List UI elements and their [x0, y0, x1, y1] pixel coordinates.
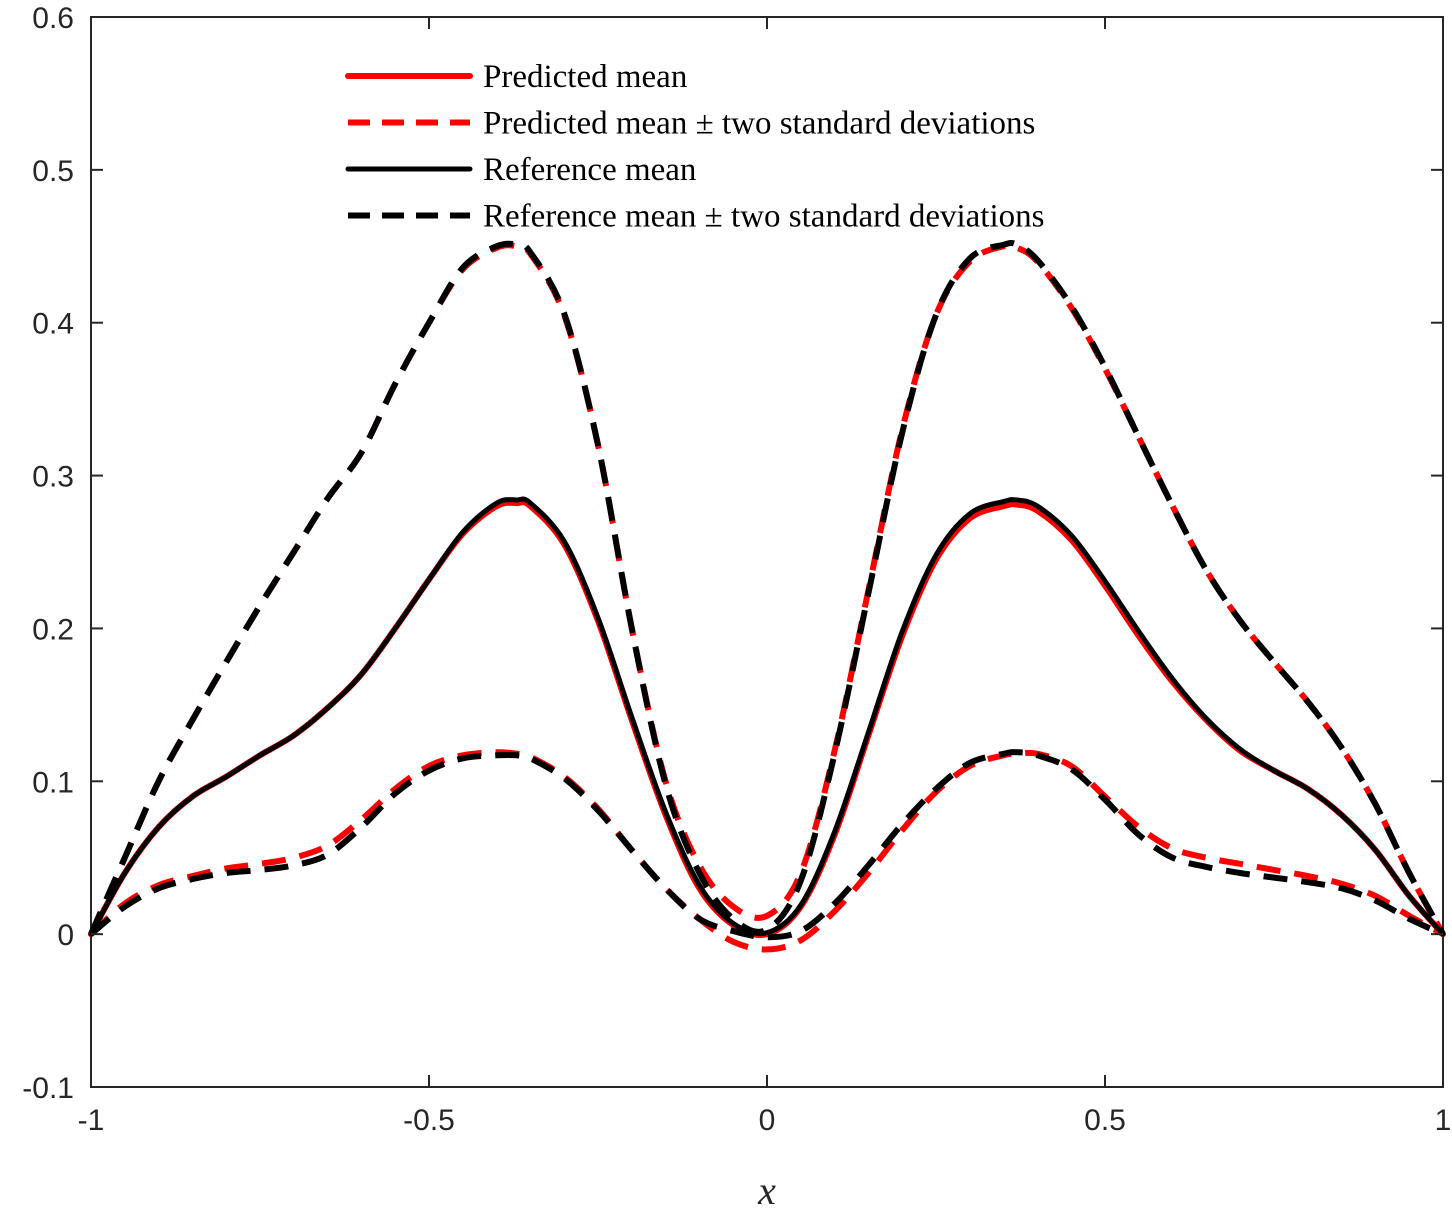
- legend: Predicted mean Predicted mean ± two stand…: [345, 59, 1044, 235]
- y-tick-label: 0.4: [32, 308, 74, 341]
- y-tick-label: 0.1: [32, 766, 74, 799]
- y-tick-label: 0.5: [32, 155, 74, 188]
- x-tick-label: 0.5: [1084, 1104, 1126, 1137]
- legend-label-4: Reference mean ± two standard deviations: [483, 199, 1044, 235]
- legend-label-1: Predicted mean: [483, 59, 687, 95]
- x-axis-label: x: [757, 1168, 776, 1213]
- x-tick-label: -1: [78, 1104, 105, 1137]
- series-line-3: [88, 496, 1446, 937]
- y-tick-label: -0.1: [22, 1072, 74, 1105]
- legend-label-3: Reference mean: [483, 152, 696, 188]
- series-line-4-lower: [89, 749, 1445, 941]
- x-tick-label: 0: [759, 1104, 776, 1137]
- series-line-2-lower: [88, 749, 1445, 953]
- y-tick-label: 0: [57, 919, 74, 952]
- y-tick-label: 0.6: [32, 2, 74, 35]
- x-tick-label: 1: [1435, 1104, 1452, 1137]
- ticks-layer: -1 -0.5 0 0.5 1 -0.1 0 0.1 0.2 0.3 0.4 0.5 0.6: [22, 2, 1451, 1137]
- series-line-4-upper: [88, 239, 1446, 936]
- y-tick-label: 0.2: [32, 613, 74, 646]
- x-tick-label: -0.5: [403, 1104, 455, 1137]
- plot-area: [90, 16, 1444, 1088]
- series-layer: [88, 239, 1446, 953]
- legend-label-2: Predicted mean ± two standard deviations: [483, 106, 1035, 142]
- y-tick-label: 0.3: [32, 461, 74, 494]
